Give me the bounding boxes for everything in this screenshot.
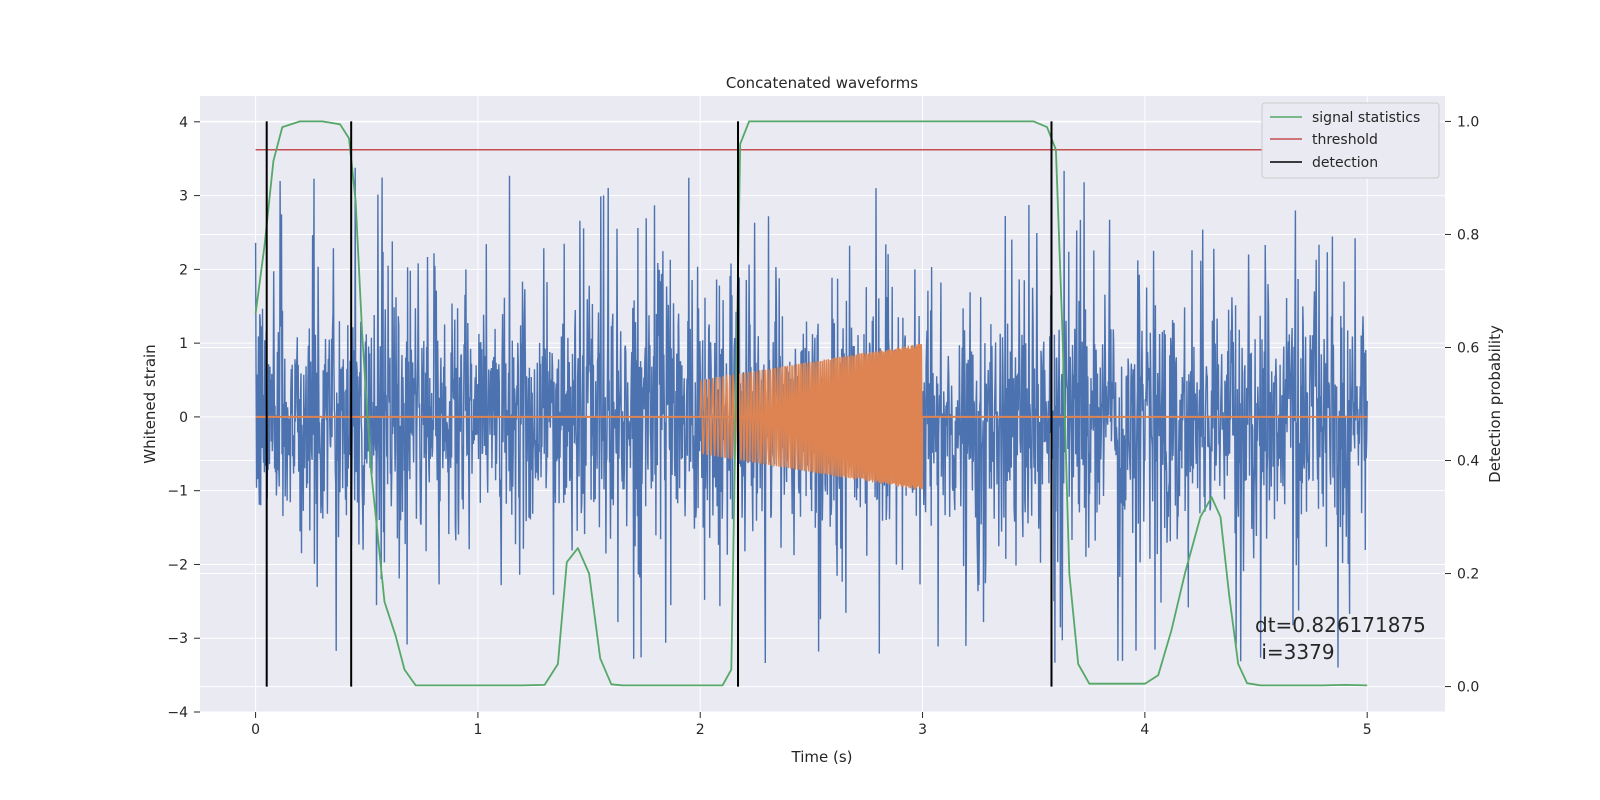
x-tick-label: 2 (696, 722, 705, 738)
x-tick-label: 5 (1363, 722, 1372, 738)
y-tick-label-left: 0 (179, 410, 188, 426)
y-tick-label-left: −2 (167, 557, 188, 573)
y-tick-label-right: 0.0 (1457, 680, 1479, 696)
y-tick-label-left: 3 (179, 189, 188, 205)
annotation-index: i=3379 (1255, 640, 1335, 664)
y-tick-label-right: 0.4 (1457, 454, 1479, 470)
y-tick-label-right: 1.0 (1457, 114, 1479, 130)
legend-label-threshold: threshold (1312, 132, 1378, 148)
y-tick-label-right: 0.2 (1457, 567, 1479, 583)
y-tick-label-left: 1 (179, 336, 188, 352)
x-tick-label: 3 (918, 722, 927, 738)
x-axis-label: Time (s) (791, 748, 853, 766)
legend: signal statistics threshold detection (1261, 102, 1440, 179)
y-tick-label-left: −3 (167, 631, 188, 647)
x-tick-label: 1 (473, 722, 482, 738)
axes-layer: 0 1 2 3 4 5 4 3 2 1 0 −1 −2 −3 −4 1.0 0.8 0.6 0.4 0.2 0.0 (167, 114, 1479, 738)
y-tick-label-left: −1 (167, 484, 188, 500)
legend-label-detection: detection (1312, 155, 1378, 171)
y-tick-label-left: 4 (179, 115, 188, 131)
legend-label-signal-statistics: signal statistics (1312, 110, 1420, 126)
x-tick-label: 0 (251, 722, 260, 738)
annotation-dt: dt=0.826171875 (1255, 613, 1426, 637)
y-tick-label-left: −4 (167, 705, 188, 721)
y-tick-label-right: 0.8 (1457, 227, 1479, 243)
y-tick-label-left: 2 (179, 262, 188, 278)
series-layer (254, 120, 1368, 687)
y-tick-label-right: 0.6 (1457, 340, 1479, 356)
x-tick-label: 4 (1140, 722, 1149, 738)
y-axis-label-left: Whitened strain (141, 344, 159, 463)
series-signal-statistics (254, 120, 1368, 687)
legend-box (1261, 102, 1440, 179)
y-axis-label-right: Detection probability (1486, 325, 1504, 483)
chart-title: Concatenated waveforms (726, 74, 918, 92)
